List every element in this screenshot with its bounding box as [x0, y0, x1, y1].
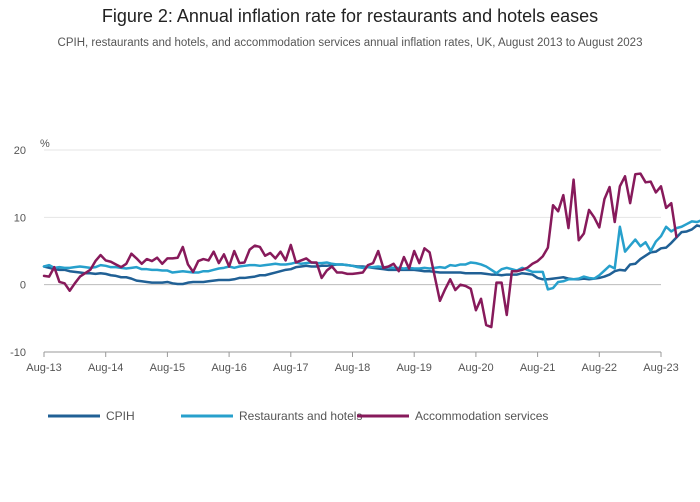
series-line-accommodation-services [42, 172, 678, 329]
x-tick-label: Aug-15 [150, 362, 185, 374]
x-tick-label: Aug-20 [458, 362, 493, 374]
y-tick-label: 20 [14, 145, 26, 157]
x-tick-label: Aug-23 [643, 362, 678, 374]
series-lines [42, 172, 700, 329]
y-axis-unit-label: % [40, 138, 50, 150]
chart-subtitle: CPIH, restaurants and hotels, and accomm… [57, 37, 643, 49]
y-tick-label: 10 [14, 212, 26, 224]
y-axis: -10 0 10 20 [10, 145, 26, 359]
gridlines [44, 149, 661, 353]
x-tick-label: Aug-13 [26, 362, 61, 374]
legend-label: Accommodation services [415, 409, 548, 423]
legend: CPIH Restaurants and hotels Accommodation … [48, 409, 548, 423]
series-line-cpih [42, 224, 700, 286]
x-tick-label: Aug-16 [211, 362, 246, 374]
chart-title: Figure 2: Annual inflation rate for rest… [101, 6, 599, 26]
y-tick-label: 0 [20, 280, 26, 292]
x-axis: Aug-13 Aug-14 Aug-15 Aug-16 Aug-17 Aug-18 Aug-… [26, 351, 679, 374]
y-tick-label: -10 [10, 347, 26, 359]
x-tick-label: Aug-22 [582, 362, 617, 374]
x-tick-label: Aug-18 [335, 362, 370, 374]
x-tick-label: Aug-19 [396, 362, 431, 374]
legend-label: CPIH [106, 409, 135, 423]
legend-label: Restaurants and hotels [239, 409, 362, 423]
x-tick-label: Aug-21 [520, 362, 555, 374]
x-tick-label: Aug-17 [273, 362, 308, 374]
series-line-restaurants-and-hotels [42, 219, 700, 291]
x-tick-label: Aug-14 [88, 362, 123, 374]
